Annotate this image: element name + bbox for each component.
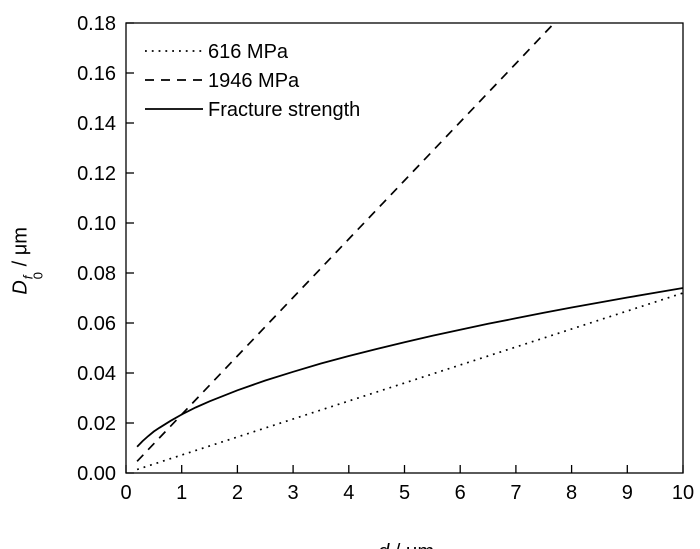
- y-tick-label: 0.06: [77, 313, 116, 335]
- y-tick-label: 0.16: [77, 63, 116, 85]
- y-tick-label: 0.10: [77, 213, 116, 235]
- x-tick-label: 8: [566, 482, 577, 504]
- y-tick-label: 0.04: [77, 363, 116, 385]
- x-tick-label: 10: [672, 482, 694, 504]
- y-tick-label: 0.00: [77, 463, 116, 485]
- series-line-dashed: [136, 22, 555, 462]
- y-tick-label: 0.12: [77, 163, 116, 185]
- x-tick-label: 0: [120, 482, 131, 504]
- x-axis-label-symbol: d: [378, 541, 389, 549]
- series-line-dotted: [136, 292, 684, 471]
- series-line-solid: [136, 287, 684, 448]
- x-tick-label: 4: [343, 482, 354, 504]
- legend-label: 616 MPa: [208, 41, 289, 63]
- y-tick-label: 0.08: [77, 263, 116, 285]
- x-tick-label: 5: [399, 482, 410, 504]
- x-tick-label: 1: [176, 482, 187, 504]
- y-tick-label: 0.02: [77, 413, 116, 435]
- x-axis-label: d / μm: [356, 518, 434, 549]
- x-axis-label-unit: / μm: [389, 541, 434, 549]
- y-tick-label: 0.14: [77, 113, 116, 135]
- legend-label: Fracture strength: [208, 99, 360, 121]
- legend-label: 1946 MPa: [208, 70, 300, 92]
- x-tick-label: 7: [510, 482, 521, 504]
- y-tick-label: 0.18: [77, 13, 116, 35]
- x-tick-label: 9: [622, 482, 633, 504]
- x-tick-label: 2: [232, 482, 243, 504]
- x-tick-label: 6: [455, 482, 466, 504]
- y-axis-label-unit: / μm: [9, 227, 32, 272]
- x-tick-label: 3: [288, 482, 299, 504]
- y-axis-label-symbol: D: [9, 280, 32, 295]
- y-axis-label-subscript: 0: [30, 271, 46, 280]
